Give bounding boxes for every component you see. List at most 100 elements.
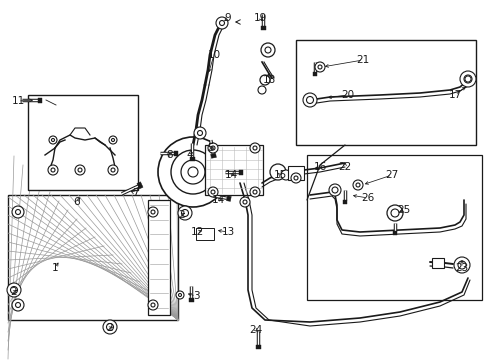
Text: 24: 24 — [249, 325, 262, 335]
Text: 16: 16 — [313, 162, 326, 172]
Bar — [295, 40, 475, 145]
Text: 21: 21 — [356, 55, 369, 65]
Circle shape — [16, 302, 20, 307]
Circle shape — [293, 176, 297, 180]
Circle shape — [51, 168, 55, 172]
Polygon shape — [188, 298, 193, 302]
Circle shape — [269, 164, 285, 180]
Text: 27: 27 — [385, 170, 398, 180]
Text: 26: 26 — [361, 193, 374, 203]
Text: 7: 7 — [131, 188, 138, 198]
Circle shape — [328, 184, 340, 196]
Circle shape — [252, 146, 257, 150]
Circle shape — [151, 303, 155, 307]
Circle shape — [249, 187, 260, 197]
Text: 9: 9 — [224, 13, 231, 23]
Polygon shape — [189, 157, 194, 161]
Bar — [306, 155, 481, 300]
Circle shape — [386, 205, 402, 221]
Circle shape — [108, 165, 118, 175]
Text: 2: 2 — [11, 287, 17, 297]
Text: 2: 2 — [178, 210, 185, 220]
Circle shape — [290, 173, 301, 183]
Circle shape — [197, 131, 202, 135]
Bar — [148, 200, 170, 315]
Circle shape — [51, 139, 54, 141]
Polygon shape — [342, 200, 346, 204]
Circle shape — [16, 210, 20, 215]
Circle shape — [314, 62, 325, 72]
Text: 19: 19 — [253, 13, 266, 23]
Bar — [287, 166, 304, 180]
Text: 23: 23 — [454, 263, 468, 273]
Circle shape — [243, 200, 246, 204]
Circle shape — [106, 324, 113, 330]
Circle shape — [148, 207, 158, 217]
Circle shape — [207, 187, 218, 197]
Circle shape — [7, 283, 21, 297]
Circle shape — [459, 71, 475, 87]
Circle shape — [10, 287, 18, 293]
Circle shape — [355, 183, 359, 187]
Circle shape — [181, 160, 204, 184]
Text: 22: 22 — [338, 162, 351, 172]
Text: 14: 14 — [211, 195, 224, 205]
Bar — [196, 228, 214, 240]
Circle shape — [12, 206, 24, 218]
Circle shape — [464, 76, 470, 82]
Circle shape — [194, 127, 205, 139]
Text: 15: 15 — [273, 170, 286, 180]
Circle shape — [109, 136, 117, 144]
Circle shape — [207, 143, 218, 153]
Circle shape — [463, 75, 471, 83]
Text: 18: 18 — [262, 75, 275, 85]
Polygon shape — [210, 153, 216, 158]
Circle shape — [12, 299, 24, 311]
Polygon shape — [312, 72, 316, 76]
Polygon shape — [38, 98, 42, 103]
Circle shape — [111, 139, 114, 141]
Polygon shape — [255, 345, 260, 349]
Circle shape — [49, 136, 57, 144]
Circle shape — [181, 210, 188, 216]
Circle shape — [187, 167, 198, 177]
Circle shape — [158, 137, 227, 207]
Circle shape — [111, 168, 115, 172]
Text: 20: 20 — [341, 90, 354, 100]
Circle shape — [178, 293, 181, 297]
Circle shape — [103, 320, 117, 334]
Text: 13: 13 — [221, 227, 234, 237]
Circle shape — [260, 75, 269, 85]
Text: 6: 6 — [74, 197, 80, 207]
Text: 4: 4 — [186, 150, 193, 160]
Text: 3: 3 — [192, 291, 199, 301]
Text: 11: 11 — [11, 96, 24, 106]
Bar — [431, 258, 443, 268]
Circle shape — [151, 210, 155, 214]
Circle shape — [48, 165, 58, 175]
Polygon shape — [174, 150, 178, 156]
Circle shape — [264, 47, 270, 53]
Circle shape — [258, 86, 265, 94]
Bar — [204, 145, 263, 195]
Circle shape — [457, 261, 465, 269]
Circle shape — [216, 17, 227, 29]
Circle shape — [219, 21, 224, 26]
Polygon shape — [137, 182, 143, 189]
Text: 8: 8 — [166, 150, 173, 160]
Circle shape — [352, 180, 362, 190]
Circle shape — [252, 190, 257, 194]
Circle shape — [317, 65, 321, 69]
Circle shape — [75, 165, 85, 175]
Circle shape — [281, 170, 290, 180]
Circle shape — [261, 43, 274, 57]
Text: 12: 12 — [190, 227, 203, 237]
Polygon shape — [260, 26, 265, 30]
Text: 2: 2 — [106, 323, 113, 333]
Text: 25: 25 — [397, 205, 410, 215]
Circle shape — [306, 96, 313, 104]
Circle shape — [240, 197, 249, 207]
Circle shape — [148, 300, 158, 310]
Circle shape — [390, 209, 398, 217]
Text: 17: 17 — [447, 90, 461, 100]
